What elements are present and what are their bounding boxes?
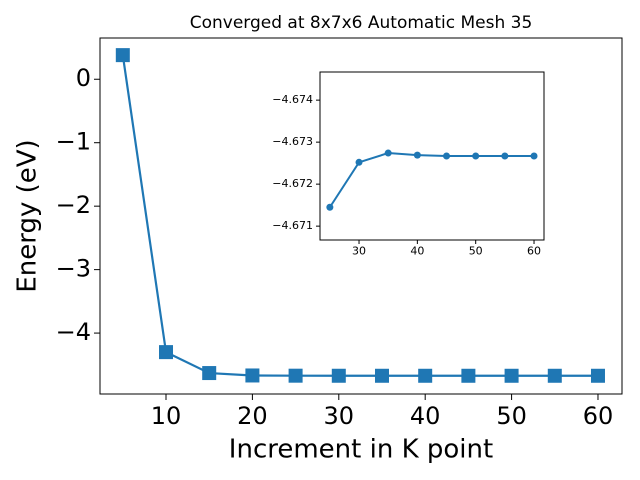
y-tick-label: −3 xyxy=(56,255,91,283)
data-line xyxy=(121,54,598,377)
data-point xyxy=(418,368,433,383)
data-point xyxy=(472,152,480,160)
data-point xyxy=(547,368,562,383)
data-point xyxy=(326,203,334,211)
y-tick-label: −4.674 xyxy=(272,93,313,106)
y-tick-label: −2 xyxy=(56,191,91,219)
data-point xyxy=(530,152,538,160)
y-tick-label: −4.672 xyxy=(272,177,313,190)
data-line xyxy=(329,152,535,208)
x-axis-label: Increment in K point xyxy=(229,435,493,465)
data-point xyxy=(413,151,421,159)
x-tick-label: 40 xyxy=(410,245,424,258)
y-tick-label: −1 xyxy=(56,128,91,156)
plot-frame xyxy=(319,71,545,241)
y-tick-label: 0 xyxy=(76,64,91,92)
x-tick-label: 30 xyxy=(324,402,355,430)
data-point xyxy=(443,152,451,160)
data-point xyxy=(331,368,346,383)
data-point xyxy=(374,368,389,383)
y-tick-label: −4.671 xyxy=(272,219,313,232)
data-point xyxy=(159,345,174,360)
plot-frame xyxy=(99,37,623,395)
data-point xyxy=(384,149,392,157)
x-tick-label: 60 xyxy=(527,245,541,258)
x-tick-label: 40 xyxy=(410,402,441,430)
data-point xyxy=(461,368,476,383)
data-point xyxy=(355,158,363,166)
x-tick-label: 30 xyxy=(352,245,366,258)
x-tick-label: 20 xyxy=(237,402,268,430)
data-point xyxy=(115,48,130,63)
data-point xyxy=(501,152,509,160)
data-point xyxy=(202,366,217,381)
x-tick-label: 50 xyxy=(496,402,527,430)
y-tick-label: −4.673 xyxy=(272,135,313,148)
chart-title: Converged at 8x7x6 Automatic Mesh 35 xyxy=(190,13,533,33)
y-axis-label: Energy (eV) xyxy=(13,139,43,292)
data-point xyxy=(245,368,260,383)
x-tick-label: 10 xyxy=(151,402,182,430)
data-point xyxy=(288,368,303,383)
data-point xyxy=(504,368,519,383)
x-tick-label: 50 xyxy=(469,245,483,258)
data-point xyxy=(590,368,605,383)
x-tick-label: 60 xyxy=(583,402,614,430)
y-tick-label: −4 xyxy=(56,318,91,346)
